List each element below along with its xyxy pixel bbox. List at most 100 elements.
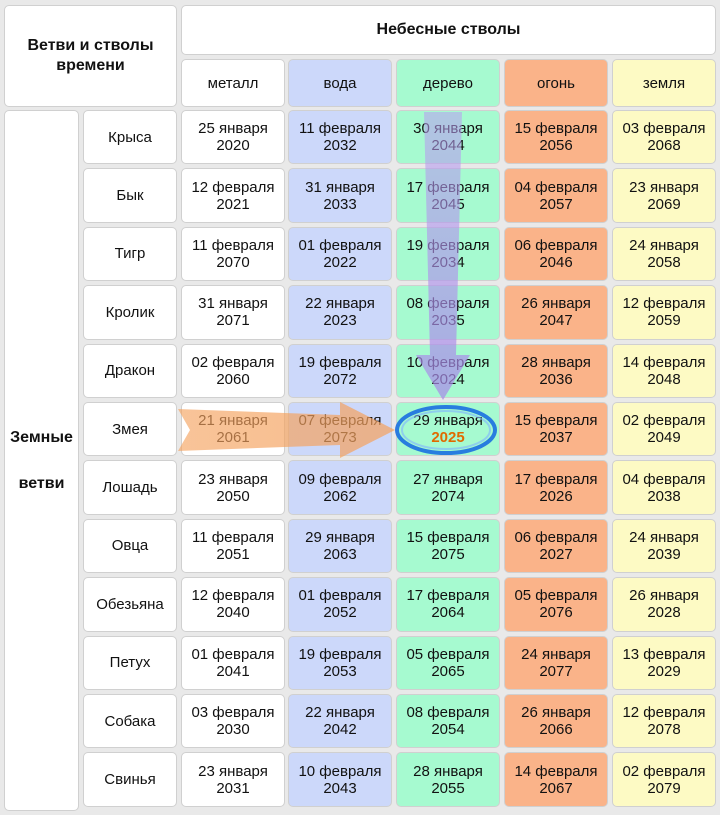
- date-cell: 06 февраля 2046: [504, 226, 608, 282]
- date-year: 2023: [323, 312, 357, 330]
- date-cell: 15 февраля 2056: [504, 110, 608, 165]
- date-day-month: 11 февраля: [299, 120, 381, 138]
- date-year: 2067: [539, 779, 573, 797]
- date-cell: 24 января 2058: [612, 226, 716, 282]
- date-cell: 27 января 2074: [396, 460, 500, 515]
- date-day-month: 07 февраля: [298, 412, 382, 430]
- date-year: 2041: [216, 662, 250, 680]
- date-day-month: 15 февраля: [406, 528, 490, 546]
- date-day-month: 21 января: [198, 412, 268, 430]
- branch-name: Петух: [109, 654, 151, 672]
- date-year: 2050: [216, 487, 250, 505]
- date-day-month: 15 февраля: [514, 120, 598, 138]
- date-day-month: 23 января: [629, 178, 699, 196]
- date-year: 2026: [539, 487, 573, 505]
- date-year: 2071: [216, 312, 250, 330]
- date-day-month: 12 февраля: [622, 295, 706, 313]
- date-cell: 09 февраля 2062: [288, 460, 392, 515]
- date-day-month: 24 января: [629, 528, 699, 546]
- date-day-month: 22 января: [305, 295, 375, 313]
- date-day-month: 05 февраля: [514, 587, 598, 605]
- date-year: 2044: [431, 137, 465, 155]
- date-cell: 08 февраля 2054: [396, 694, 500, 749]
- date-year: 2054: [431, 721, 465, 739]
- date-cell: 26 января 2066: [504, 694, 608, 749]
- branch-label: Обезьяна: [83, 577, 177, 632]
- date-day-month: 08 февраля: [406, 295, 490, 313]
- date-cell: 19 февраля 2072: [288, 343, 392, 398]
- date-day-month: 23 января: [198, 762, 268, 780]
- date-cell: 17 февраля 2026: [504, 460, 608, 515]
- highlighted-date-cell: 29 января 2025: [396, 402, 500, 457]
- date-year: 2063: [323, 545, 357, 563]
- date-day-month: 29 января: [305, 528, 375, 546]
- date-cell: 31 января 2033: [288, 168, 392, 223]
- element-label: огонь: [537, 74, 575, 92]
- date-day-month: 28 января: [413, 762, 483, 780]
- date-year: 2027: [539, 545, 573, 563]
- table-corner-header: Ветви и стволы времени: [4, 5, 177, 107]
- date-cell: 31 января 2071: [181, 285, 285, 340]
- date-day-month: 25 января: [198, 120, 268, 138]
- element-label: вода: [323, 74, 357, 92]
- date-day-month: 10 февраля: [298, 762, 382, 780]
- date-day-month: 13 февраля: [622, 645, 706, 663]
- date-day-month: 27 января: [413, 470, 483, 488]
- element-label: дерево: [423, 74, 473, 92]
- date-day-month: 01 февраля: [191, 645, 275, 663]
- date-day-month: 19 февраля: [298, 645, 382, 663]
- date-day-month: 17 февраля: [406, 587, 490, 605]
- branches-title-line2: ветви: [18, 474, 65, 492]
- date-cell: 10 февраля 2043: [288, 752, 392, 807]
- date-cell: 01 февраля 2022: [288, 226, 392, 282]
- date-day-month: 01 февраля: [298, 236, 382, 254]
- date-cell: 01 февраля 2041: [181, 635, 285, 690]
- date-cell: 14 февраля 2067: [504, 752, 608, 807]
- date-cell: 04 февраля 2038: [612, 460, 716, 515]
- date-cell: 28 января 2055: [396, 752, 500, 807]
- date-year: 2055: [431, 779, 465, 797]
- date-year: 2066: [539, 721, 573, 739]
- date-cell: 19 февраля 2034: [396, 226, 500, 282]
- date-day-month: 06 февраля: [514, 528, 598, 546]
- date-day-month: 17 февраля: [406, 178, 490, 196]
- date-year: 2070: [216, 253, 250, 271]
- date-day-month: 22 января: [305, 704, 375, 722]
- date-year: 2032: [323, 137, 357, 155]
- date-day-month: 19 февраля: [298, 353, 382, 371]
- date-cell: 23 января 2069: [612, 168, 716, 223]
- date-cell: 12 февраля 2059: [612, 285, 716, 340]
- date-year: 2074: [431, 487, 465, 505]
- date-year: 2039: [647, 545, 681, 563]
- date-cell: 22 января 2023: [288, 285, 392, 340]
- branch-label: Тигр: [83, 226, 177, 282]
- date-year: 2038: [647, 487, 681, 505]
- date-day-month: 01 февраля: [298, 587, 382, 605]
- date-day-month: 24 января: [629, 236, 699, 254]
- date-cell: 01 февраля 2052: [288, 577, 392, 632]
- date-day-month: 11 февраля: [192, 528, 274, 546]
- date-day-month: 15 февраля: [514, 412, 598, 430]
- date-year: 2058: [647, 253, 681, 271]
- date-year: 2060: [216, 370, 250, 388]
- element-header-wood: дерево: [396, 59, 500, 107]
- date-cell: 30 января 2044: [396, 110, 500, 165]
- stems-title: Небесные стволы: [376, 21, 521, 38]
- date-year: 2077: [539, 662, 573, 680]
- date-year: 2028: [647, 604, 681, 622]
- date-cell: 23 января 2031: [181, 752, 285, 807]
- date-year: 2057: [539, 195, 573, 213]
- date-year: 2025: [431, 429, 465, 447]
- date-cell: 03 февраля 2068: [612, 110, 716, 165]
- date-day-month: 03 февраля: [622, 120, 706, 138]
- date-cell: 15 февраля 2075: [396, 518, 500, 574]
- branches-header: Земные ветви: [4, 110, 79, 811]
- branch-label: Змея: [83, 402, 177, 457]
- date-day-month: 12 февраля: [191, 587, 275, 605]
- date-year: 2029: [647, 662, 681, 680]
- date-year: 2040: [216, 604, 250, 622]
- date-year: 2024: [431, 370, 465, 388]
- date-day-month: 06 февраля: [514, 236, 598, 254]
- date-cell: 02 февраля 2049: [612, 402, 716, 457]
